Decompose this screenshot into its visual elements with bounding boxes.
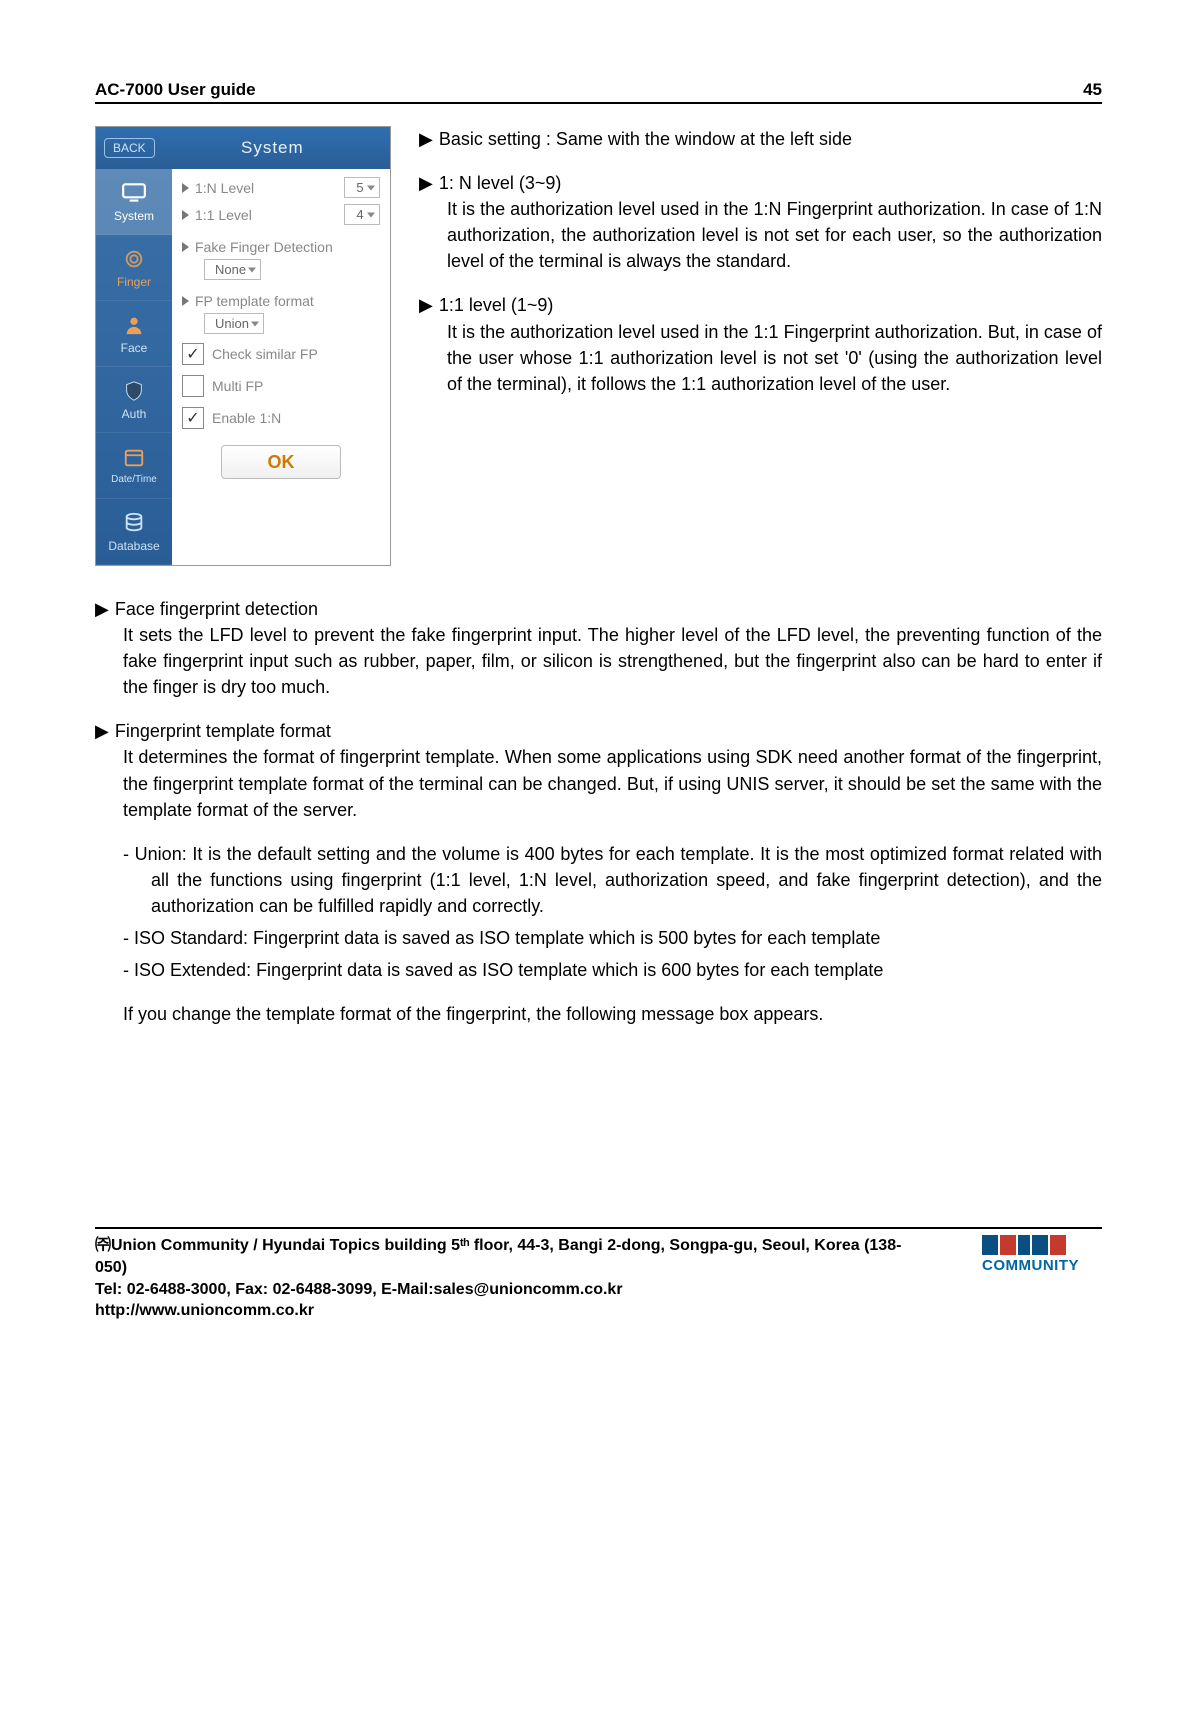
app-title: System bbox=[163, 138, 382, 158]
one-body: It is the authorization level used in th… bbox=[447, 319, 1102, 397]
sidebar-item-label: Face bbox=[121, 341, 148, 355]
label-enable-1n: Enable 1:N bbox=[212, 410, 281, 426]
select-11[interactable]: 4 bbox=[344, 204, 380, 225]
row-multi-fp: Multi FP bbox=[182, 375, 380, 397]
settings-panel: 1:N Level 5 1:1 Level 4 Fake Finger Dete… bbox=[172, 169, 390, 565]
page-number: 45 bbox=[1083, 80, 1102, 100]
sidebar-item-database[interactable]: Database bbox=[96, 499, 172, 565]
sidebar-item-auth[interactable]: Auth bbox=[96, 367, 172, 433]
fmt-head: ▶Fingerprint template format bbox=[95, 718, 1102, 744]
triangle-icon bbox=[182, 296, 189, 306]
sidebar-item-label: Finger bbox=[117, 275, 151, 289]
row-enable-1n: ✓ Enable 1:N bbox=[182, 407, 380, 429]
logo-blocks-icon bbox=[982, 1235, 1102, 1255]
sidebar-item-datetime[interactable]: Date/Time bbox=[96, 433, 172, 499]
select-fmt[interactable]: Union bbox=[204, 313, 264, 334]
format-list: - Union: It is the default setting and t… bbox=[123, 841, 1102, 983]
triangle-icon bbox=[182, 210, 189, 220]
face-head: ▶Face fingerprint detection bbox=[95, 596, 1102, 622]
footer-addr1: ㈜Union Community / Hyundai Topics buildi… bbox=[95, 1235, 915, 1278]
triangle-icon bbox=[182, 242, 189, 252]
row-11-level: 1:1 Level 4 bbox=[182, 204, 380, 225]
calendar-icon bbox=[120, 446, 148, 470]
label-fake: Fake Finger Detection bbox=[195, 239, 380, 255]
shield-icon bbox=[120, 379, 148, 403]
app-sidebar: System Finger Face bbox=[96, 169, 172, 565]
sidebar-item-face[interactable]: Face bbox=[96, 301, 172, 367]
app-titlebar: BACK System bbox=[96, 127, 390, 169]
label-fmt: FP template format bbox=[195, 293, 380, 309]
face-body: It sets the LFD level to prevent the fak… bbox=[123, 622, 1102, 700]
doc-title: AC-7000 User guide bbox=[95, 80, 256, 100]
nlevel-head: ▶1: N level (3~9) bbox=[419, 170, 1102, 196]
select-fake[interactable]: None bbox=[204, 259, 261, 280]
list-item: - ISO Extended: Fingerprint data is save… bbox=[123, 957, 1102, 983]
row-fmt: FP template format bbox=[182, 293, 380, 309]
ok-button[interactable]: OK bbox=[221, 445, 341, 479]
top-row: BACK System System Finger bbox=[95, 126, 1102, 566]
checkbox-similar[interactable]: ✓ bbox=[182, 343, 204, 365]
triangle-icon bbox=[182, 183, 189, 193]
fingerprint-icon bbox=[120, 247, 148, 271]
body-section: ▶Face fingerprint detection It sets the … bbox=[95, 596, 1102, 1027]
list-item: - Union: It is the default setting and t… bbox=[123, 841, 1102, 919]
database-icon bbox=[120, 511, 148, 535]
change-note: If you change the template format of the… bbox=[123, 1001, 1102, 1027]
nlevel-body: It is the authorization level used in th… bbox=[447, 196, 1102, 274]
sidebar-item-label: Date/Time bbox=[111, 474, 157, 485]
label-1n: 1:N Level bbox=[195, 180, 338, 196]
checkbox-multi[interactable] bbox=[182, 375, 204, 397]
row-fake-select: None bbox=[182, 261, 380, 279]
page-footer: ㈜Union Community / Hyundai Topics buildi… bbox=[95, 1227, 1102, 1321]
footer-text: ㈜Union Community / Hyundai Topics buildi… bbox=[95, 1235, 915, 1321]
back-button[interactable]: BACK bbox=[104, 138, 155, 158]
one-head: ▶1:1 level (1~9) bbox=[419, 292, 1102, 318]
system-app-screenshot: BACK System System Finger bbox=[95, 126, 391, 566]
sidebar-item-label: Auth bbox=[122, 407, 147, 421]
logo-text: COMMUNITY bbox=[982, 1257, 1102, 1274]
label-11: 1:1 Level bbox=[195, 207, 338, 223]
row-fmt-select: Union bbox=[182, 315, 380, 333]
checkbox-enable-1n[interactable]: ✓ bbox=[182, 407, 204, 429]
right-column: ▶Basic setting : Same with the window at… bbox=[419, 126, 1102, 415]
select-1n[interactable]: 5 bbox=[344, 177, 380, 198]
face-icon bbox=[120, 313, 148, 337]
app-body: System Finger Face bbox=[96, 169, 390, 565]
basic-setting: ▶Basic setting : Same with the window at… bbox=[419, 126, 1102, 152]
sidebar-item-system[interactable]: System bbox=[96, 169, 172, 235]
list-item: - ISO Standard: Fingerprint data is save… bbox=[123, 925, 1102, 951]
monitor-icon bbox=[120, 181, 148, 205]
row-fake: Fake Finger Detection bbox=[182, 239, 380, 255]
footer-addr2: Tel: 02-6488-3000, Fax: 02-6488-3099, E-… bbox=[95, 1279, 915, 1301]
label-multi-fp: Multi FP bbox=[212, 378, 263, 394]
fmt-body: It determines the format of fingerprint … bbox=[123, 744, 1102, 822]
footer-addr3: http://www.unioncomm.co.kr bbox=[95, 1300, 915, 1322]
label-check-similar: Check similar FP bbox=[212, 346, 318, 362]
sidebar-item-finger[interactable]: Finger bbox=[96, 235, 172, 301]
row-check-similar: ✓ Check similar FP bbox=[182, 343, 380, 365]
row-1n-level: 1:N Level 5 bbox=[182, 177, 380, 198]
union-logo: COMMUNITY bbox=[982, 1235, 1102, 1274]
page-header: AC-7000 User guide 45 bbox=[95, 80, 1102, 104]
sidebar-item-label: Database bbox=[108, 539, 159, 553]
sidebar-item-label: System bbox=[114, 209, 154, 223]
